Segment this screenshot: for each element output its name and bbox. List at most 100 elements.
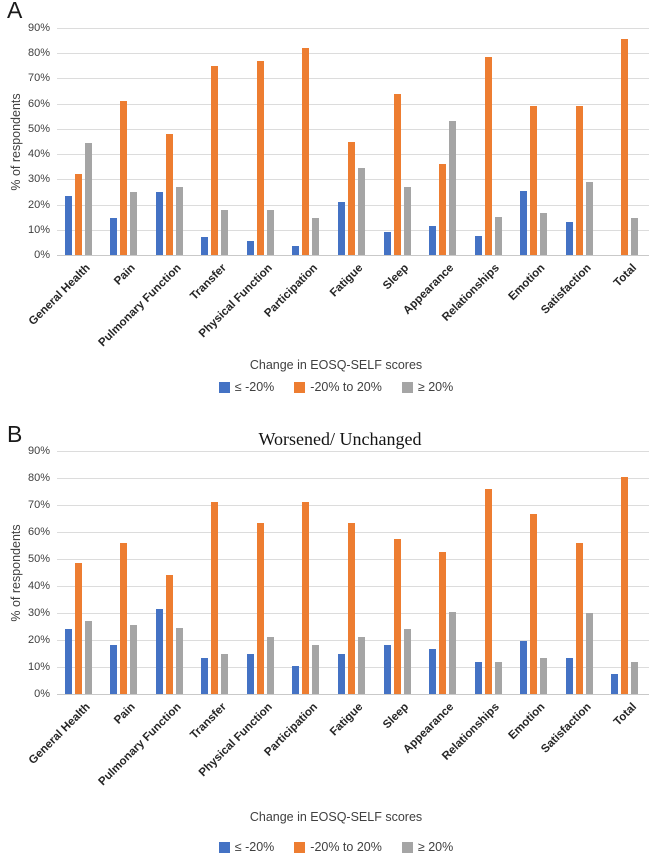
bar — [540, 657, 548, 694]
y-tick-label: 40% — [27, 148, 50, 161]
bar — [530, 514, 538, 694]
x-category-label-text: Fatigue — [328, 262, 366, 300]
legend-item: -20% to 20% — [294, 840, 382, 854]
legend-b: ≤ -20% -20% to 20% ≥ 20% — [16, 840, 656, 854]
bar — [64, 629, 72, 694]
legend-a: ≤ -20% -20% to 20% ≥ 20% — [16, 380, 656, 394]
bar — [585, 181, 593, 255]
y-axis-title-b: % of respondents — [9, 524, 23, 622]
x-category-label-text: Pulmonary Function — [96, 262, 184, 350]
bar — [266, 209, 274, 255]
bar — [474, 661, 482, 694]
bar — [246, 241, 254, 255]
x-category-label-text: Sleep — [380, 701, 412, 732]
bar — [520, 641, 528, 694]
panel-b: B Worsened/ Unchanged % of respondents 0… — [0, 420, 656, 857]
bar — [575, 106, 583, 255]
panel-b-title: Worsened/ Unchanged — [258, 429, 422, 449]
bar — [585, 613, 593, 694]
bar — [484, 488, 492, 694]
bar — [74, 174, 82, 255]
legend-title-a: Change in EOSQ-SELF scores — [249, 358, 423, 372]
legend-swatch-icon — [218, 841, 230, 853]
bar — [449, 611, 457, 694]
bar — [621, 476, 629, 694]
panel-a-letter: A — [7, 0, 23, 23]
bar — [520, 190, 528, 255]
bar — [621, 39, 629, 255]
bar — [439, 164, 447, 255]
bar — [110, 645, 118, 694]
bar — [403, 186, 411, 255]
legend-item-label: ≤ -20% — [234, 380, 275, 394]
bar — [429, 226, 437, 255]
bar — [120, 101, 128, 255]
bar — [358, 167, 365, 255]
bar — [211, 65, 219, 255]
bar — [84, 142, 92, 255]
bar — [84, 621, 92, 694]
gridline — [57, 478, 649, 479]
bar — [175, 186, 183, 255]
bar — [211, 502, 219, 694]
legend-item: ≥ 20% — [401, 840, 453, 854]
plot-area-b: 0% 10% 20% 30% 40% 50% 60% 70% 80% 90% General Hea… — [26, 445, 649, 788]
y-tick-label: 30% — [27, 607, 50, 619]
gridline — [57, 128, 649, 130]
bar — [312, 218, 320, 255]
bar — [256, 522, 264, 694]
legend-item: ≤ -20% — [218, 380, 275, 394]
y-tick-label: 70% — [27, 499, 50, 511]
bar — [110, 218, 118, 255]
x-category-label-text: Total — [611, 701, 639, 729]
bar — [292, 246, 300, 255]
bar — [484, 57, 492, 255]
x-category-label-text: Emotion — [506, 701, 548, 743]
bar — [565, 657, 573, 694]
bar — [64, 195, 72, 255]
bar — [429, 649, 437, 694]
bar — [74, 563, 82, 694]
bar — [631, 661, 639, 694]
x-category-label-text: General Health — [26, 701, 93, 767]
panel-b-letter: B — [7, 421, 23, 447]
bar — [403, 629, 411, 694]
gridline — [57, 505, 649, 506]
legend-swatch-icon — [294, 841, 306, 853]
bar — [565, 222, 573, 255]
bar — [302, 48, 310, 255]
x-category-label-text: Total — [611, 262, 639, 290]
bar — [292, 665, 300, 694]
bar — [201, 657, 209, 694]
bar — [474, 236, 482, 255]
gridline — [57, 78, 649, 80]
bar — [338, 202, 345, 255]
y-tick-label: 30% — [27, 173, 50, 186]
bar — [494, 661, 502, 694]
bar — [631, 218, 639, 255]
legend-item-label: ≥ 20% — [417, 380, 454, 394]
gridline — [57, 103, 649, 105]
bar — [611, 673, 619, 694]
bar — [130, 625, 138, 694]
gridline — [57, 28, 649, 29]
bar — [155, 191, 163, 255]
y-tick-label: 40% — [27, 580, 50, 592]
y-tick-label: 20% — [27, 634, 50, 646]
bar — [393, 93, 401, 255]
legend-swatch-icon — [294, 381, 306, 393]
x-category-label-text: Pain — [112, 262, 138, 288]
x-category-label-text: Fatigue — [328, 701, 366, 739]
bar — [383, 645, 391, 694]
bar — [348, 141, 355, 255]
bar — [130, 191, 138, 255]
legend-swatch-icon — [218, 381, 230, 393]
y-tick-label: 50% — [27, 122, 50, 135]
x-category-label-text: Pain — [112, 701, 138, 727]
y-tick-label: 10% — [27, 661, 50, 673]
x-category-label-text: Transfer — [188, 262, 229, 303]
bar — [221, 653, 229, 694]
bar — [266, 637, 274, 694]
x-category-label-text: Emotion — [506, 262, 548, 304]
bar — [165, 133, 173, 255]
